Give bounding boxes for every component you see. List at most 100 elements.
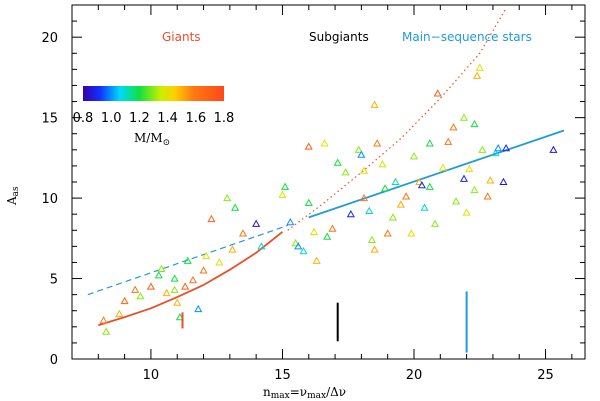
y-tick-label: 0: [50, 353, 58, 368]
data-point: [304, 198, 313, 206]
x-axis-label-n: n: [263, 385, 271, 399]
data-point: [281, 182, 290, 190]
colorbar-tick-labels: 0.8 1.0 1.2 1.4 1.6 1.8: [73, 111, 235, 126]
y-tick-label: 15: [41, 112, 58, 127]
x-axis-label-sub2: max: [307, 391, 326, 401]
data-point: [549, 145, 558, 153]
colorbar-tick-label: 1.2: [129, 111, 150, 126]
giant-extrapolation-line: [287, 7, 507, 231]
y-tick-label: 20: [41, 31, 58, 46]
data-point: [146, 282, 155, 290]
data-point: [473, 71, 482, 79]
data-point: [383, 229, 392, 237]
x-axis-label-sub1: max: [271, 391, 290, 401]
data-point: [346, 209, 355, 218]
data-point: [170, 274, 179, 282]
y-axis-label: Aas: [5, 186, 21, 206]
data-point: [188, 275, 198, 284]
data-point: [462, 208, 471, 216]
colorbar-tick-label: 0.8: [73, 111, 94, 126]
data-point: [162, 288, 171, 297]
data-point: [425, 139, 434, 147]
y-tick-label: 5: [50, 273, 58, 288]
data-point: [391, 177, 400, 186]
data-point: [420, 203, 429, 211]
data-point: [359, 166, 369, 174]
colorbar-label-main: M/M: [134, 131, 163, 145]
data-point: [486, 176, 495, 184]
data-point: [438, 163, 447, 171]
x-axis-label-eq: =ν: [290, 385, 307, 399]
data-point: [478, 145, 487, 153]
data-point: [409, 152, 419, 160]
x-tick-label: 20: [406, 368, 423, 383]
data-point: [452, 197, 461, 205]
data-point: [367, 235, 376, 243]
colorbar: [83, 86, 224, 101]
data-point: [328, 224, 337, 232]
data-point: [223, 193, 232, 202]
data-point: [415, 177, 424, 186]
giant-fit-line: [98, 231, 284, 327]
data-point: [181, 282, 190, 290]
data-point: [175, 312, 184, 321]
data-point: [323, 232, 332, 240]
data-point: [459, 113, 469, 121]
x-axis-label-tail: /Δν: [326, 385, 346, 399]
data-point: [115, 309, 124, 318]
data-point: [286, 217, 295, 226]
group-label-giants: Giants: [162, 30, 201, 44]
data-point: [491, 148, 500, 157]
data-point: [483, 192, 492, 200]
data-point: [238, 229, 248, 237]
group-label-subgiants: Subgiants: [309, 30, 369, 44]
data-point: [365, 206, 374, 215]
data-point: [433, 89, 442, 97]
data-point: [444, 137, 453, 145]
colorbar-label: M/M⊙: [134, 131, 170, 148]
x-tick-label: 10: [143, 368, 160, 383]
data-point: [309, 227, 319, 235]
y-tick-label: 10: [41, 192, 58, 207]
data-point: [388, 213, 398, 221]
data-point: [354, 145, 363, 153]
data-point: [357, 150, 366, 158]
data-point: [131, 285, 140, 293]
data-point: [333, 158, 342, 166]
data-point: [299, 246, 308, 255]
data-point: [278, 190, 287, 198]
data-point: [381, 184, 390, 192]
data-point: [252, 219, 261, 227]
data-point: [494, 143, 503, 152]
data-point: [194, 304, 203, 313]
data-point: [425, 182, 434, 190]
x-tick-label: 25: [537, 368, 554, 383]
group-label-main-sequence: Main−sequence stars: [402, 30, 532, 44]
data-point: [120, 296, 129, 305]
data-point: [499, 177, 508, 186]
main-sequence-extrapolation-line: [87, 224, 288, 296]
data-point: [320, 139, 329, 147]
data-point: [183, 256, 192, 264]
data-point: [257, 242, 266, 250]
colorbar-tick-label: 1.6: [185, 111, 206, 126]
x-tick-label: 15: [274, 368, 291, 383]
colorbar-label-sub: ⊙: [163, 138, 171, 148]
data-point: [502, 143, 511, 152]
data-point: [341, 168, 350, 176]
data-point: [173, 298, 182, 306]
data-point: [228, 245, 237, 253]
data-point: [407, 229, 416, 237]
data-point: [465, 164, 474, 173]
colorbar-tick-label: 1.4: [157, 111, 178, 126]
data-point: [373, 139, 382, 147]
data-point: [199, 266, 208, 274]
data-point: [359, 193, 369, 202]
data-point: [157, 264, 166, 272]
data-point: [470, 185, 479, 194]
data-point: [294, 242, 303, 250]
data-point: [291, 238, 300, 247]
data-point: [207, 214, 216, 223]
